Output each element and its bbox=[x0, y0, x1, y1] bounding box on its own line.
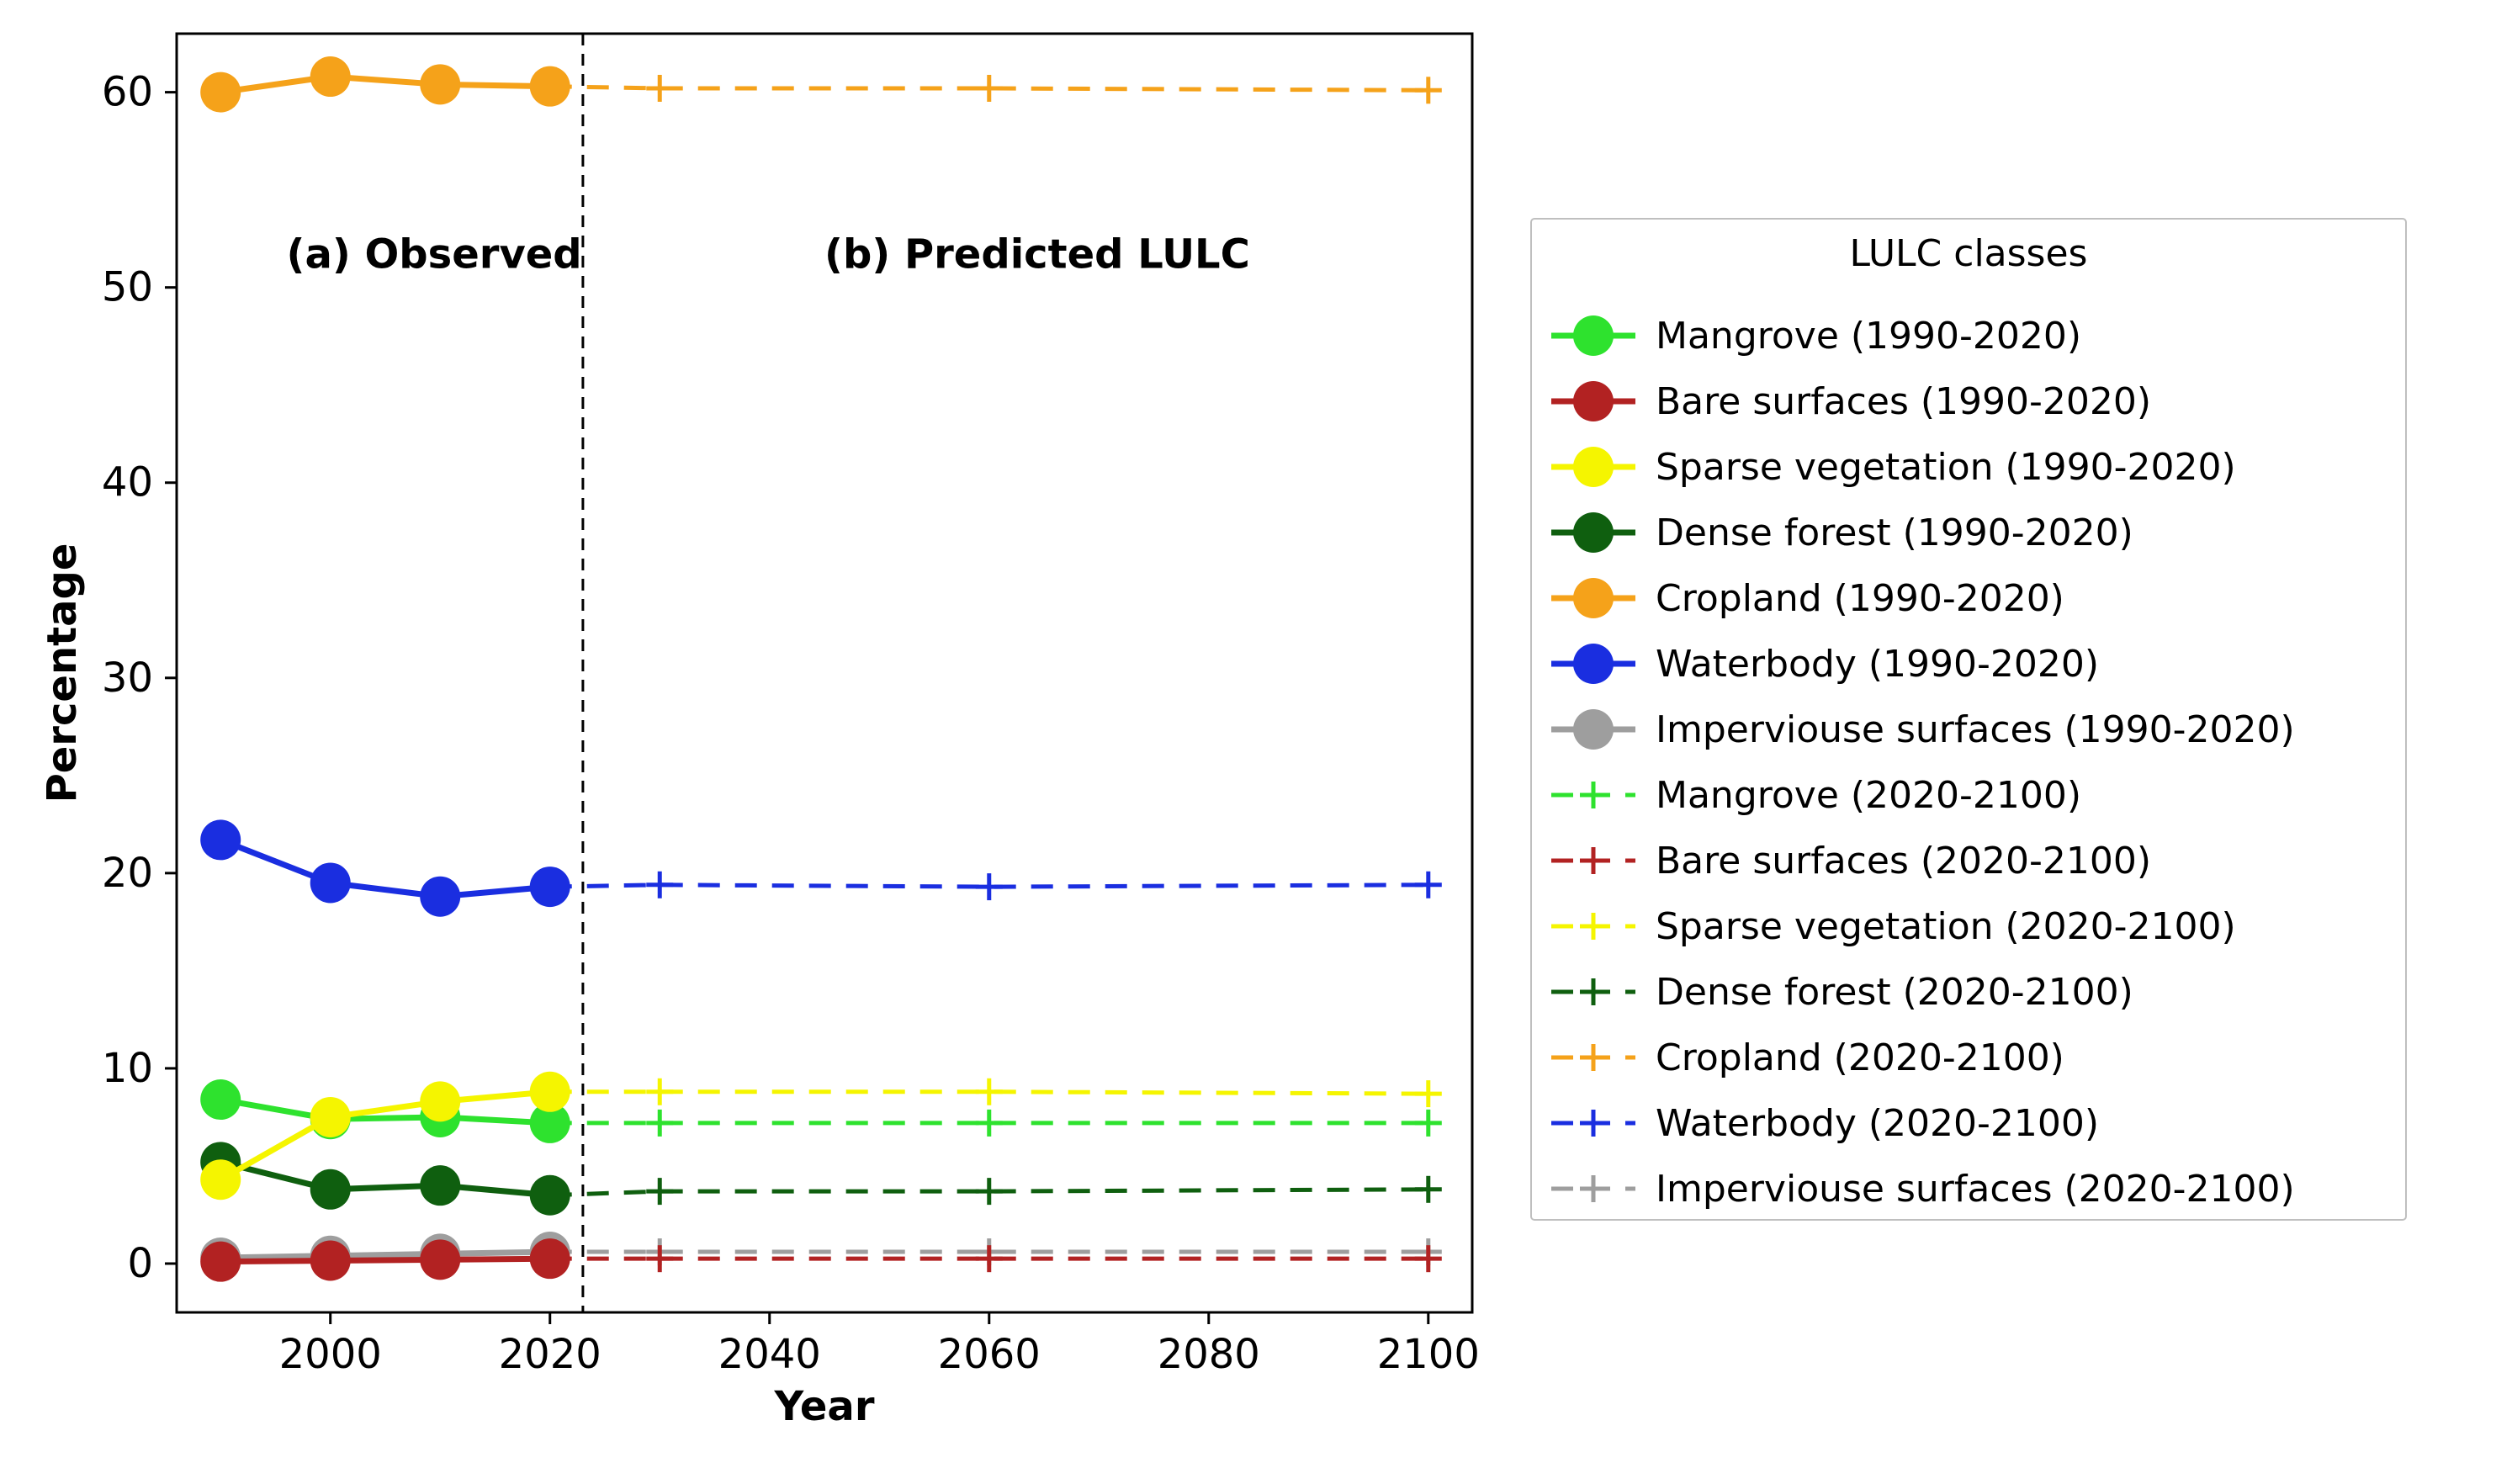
circle-marker bbox=[200, 1242, 241, 1282]
circle-marker bbox=[420, 1239, 460, 1280]
circle-marker bbox=[310, 1097, 351, 1137]
x-axis-label: Year bbox=[774, 1383, 875, 1430]
legend-item-label: Cropland (1990-2020) bbox=[1656, 577, 2064, 620]
lulc-chart: 2000 2020 2040 2060 2080 2100 0 10 20 30 40 50 60 Yea… bbox=[0, 0, 2512, 1484]
annotation-label: (b) Predicted LULC bbox=[824, 231, 1250, 278]
y-tick-label: 60 bbox=[102, 69, 153, 116]
x-tick-label: 2000 bbox=[279, 1331, 382, 1378]
series-observed-line bbox=[220, 1259, 550, 1261]
circle-marker bbox=[310, 1169, 351, 1210]
legend-item-label: Cropland (2020-2100) bbox=[1656, 1036, 2064, 1079]
annotation-label: (a) Observed bbox=[287, 231, 582, 278]
circle-marker bbox=[530, 1238, 570, 1279]
circle-marker bbox=[310, 56, 351, 97]
circle-marker bbox=[310, 862, 351, 903]
circle-marker bbox=[530, 867, 570, 907]
legend-item-label: Imperviouse surfaces (1990-2020) bbox=[1656, 708, 2295, 751]
legend-item-label: Mangrove (1990-2020) bbox=[1656, 315, 2081, 358]
circle-marker bbox=[310, 1241, 351, 1281]
circle-marker bbox=[200, 1079, 241, 1120]
legend-item-label: Waterbody (2020-2100) bbox=[1656, 1102, 2099, 1145]
legend-circle-marker bbox=[1573, 709, 1614, 750]
legend-item-label: Dense forest (2020-2100) bbox=[1656, 971, 2133, 1014]
circle-marker bbox=[530, 66, 570, 107]
legend-item-label: Bare surfaces (2020-2100) bbox=[1656, 840, 2151, 882]
x-tick-label: 2100 bbox=[1377, 1331, 1480, 1378]
legend-item-label: Dense forest (1990-2020) bbox=[1656, 511, 2133, 554]
circle-marker bbox=[200, 1159, 241, 1200]
x-tick-label: 2060 bbox=[938, 1331, 1041, 1378]
legend-item-label: Waterbody (1990-2020) bbox=[1656, 643, 2099, 686]
legend-title: LULC classes bbox=[1850, 232, 2088, 275]
circle-marker bbox=[530, 1072, 570, 1112]
legend-circle-marker bbox=[1573, 381, 1614, 421]
circle-marker bbox=[420, 877, 460, 917]
y-axis-label: Percentage bbox=[39, 543, 86, 803]
legend-circle-marker bbox=[1573, 644, 1614, 684]
circle-marker bbox=[420, 1165, 460, 1206]
legend-circle-marker bbox=[1573, 447, 1614, 487]
x-tick-label: 2080 bbox=[1158, 1331, 1260, 1378]
legend-circle-marker bbox=[1573, 315, 1614, 356]
legend-item-label: Bare surfaces (1990-2020) bbox=[1656, 380, 2151, 423]
legend-item-label: Sparse vegetation (2020-2100) bbox=[1656, 905, 2236, 948]
y-tick-label: 20 bbox=[102, 850, 153, 897]
circle-marker bbox=[200, 72, 241, 113]
circle-marker bbox=[420, 1081, 460, 1121]
circle-marker bbox=[420, 64, 460, 104]
legend-circle-marker bbox=[1573, 512, 1614, 553]
legend: LULC classes Mangrove (1990-2020) Bare sur… bbox=[1531, 219, 2406, 1220]
legend-item-label: Imperviouse surfaces (2020-2100) bbox=[1656, 1168, 2295, 1211]
legend-circle-marker bbox=[1573, 578, 1614, 618]
x-tick-label: 2020 bbox=[499, 1331, 602, 1378]
y-tick-label: 40 bbox=[102, 459, 153, 506]
y-tick-label: 30 bbox=[102, 655, 153, 702]
y-tick-label: 0 bbox=[127, 1240, 153, 1287]
y-tick-label: 50 bbox=[102, 264, 153, 311]
legend-item-label: Sparse vegetation (1990-2020) bbox=[1656, 446, 2236, 489]
circle-marker bbox=[530, 1175, 570, 1216]
circle-marker bbox=[200, 819, 241, 860]
y-tick-label: 10 bbox=[102, 1045, 153, 1092]
legend-item-label: Mangrove (2020-2100) bbox=[1656, 774, 2081, 817]
x-tick-label: 2040 bbox=[718, 1331, 821, 1378]
